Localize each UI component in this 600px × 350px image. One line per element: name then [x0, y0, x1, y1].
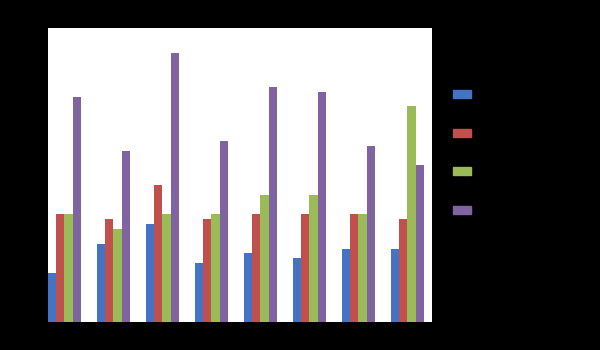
Bar	[64, 214, 73, 322]
Bar	[97, 244, 105, 322]
Bar	[358, 214, 367, 322]
Bar	[163, 214, 170, 322]
Bar	[154, 185, 163, 322]
Bar	[310, 195, 317, 322]
Bar	[203, 219, 211, 322]
Bar	[146, 224, 154, 322]
Bar	[220, 141, 228, 322]
Bar	[391, 248, 400, 322]
Bar	[301, 214, 310, 322]
Bar	[105, 219, 113, 322]
Bar	[317, 92, 326, 322]
Bar	[350, 214, 358, 322]
Bar	[260, 195, 269, 322]
Bar	[342, 248, 350, 322]
Bar	[56, 214, 64, 322]
Bar	[113, 229, 122, 322]
Bar	[244, 253, 252, 322]
Bar	[293, 258, 301, 322]
Bar	[211, 214, 220, 322]
Bar	[416, 165, 424, 322]
Bar	[195, 263, 203, 322]
Bar	[407, 106, 416, 322]
Bar	[252, 214, 260, 322]
Bar	[73, 97, 80, 322]
Bar	[400, 219, 407, 322]
Bar	[170, 52, 179, 322]
Bar	[48, 273, 56, 322]
Bar	[122, 150, 130, 322]
Bar	[269, 87, 277, 322]
Bar	[367, 146, 375, 322]
